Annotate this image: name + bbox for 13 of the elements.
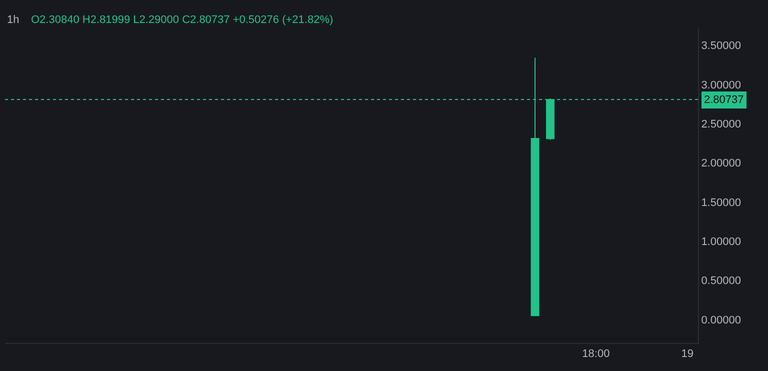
y-tick-label: 3.50000 <box>701 40 741 52</box>
y-tick-label: 1.50000 <box>701 196 741 209</box>
y-tick-label: 1.00000 <box>701 236 741 248</box>
y-tick-label: 2.50000 <box>701 118 741 130</box>
ref-line-label: 2.80737 <box>704 94 744 106</box>
y-tick-label: 0.50000 <box>701 275 741 288</box>
x-tick-label: 18:00 <box>582 348 610 360</box>
x-tick-label: 19 <box>681 348 694 360</box>
y-tick-label: 2.00000 <box>701 158 741 170</box>
y-tick-label: 0.00000 <box>701 314 741 326</box>
text: O2.30840 H2.81999 L2.29000 C2.80737 +0.50276 (+21.82%) <box>31 14 334 26</box>
chart-title: 1h <box>7 14 20 26</box>
y-tick-label: 3.00000 <box>701 79 741 92</box>
